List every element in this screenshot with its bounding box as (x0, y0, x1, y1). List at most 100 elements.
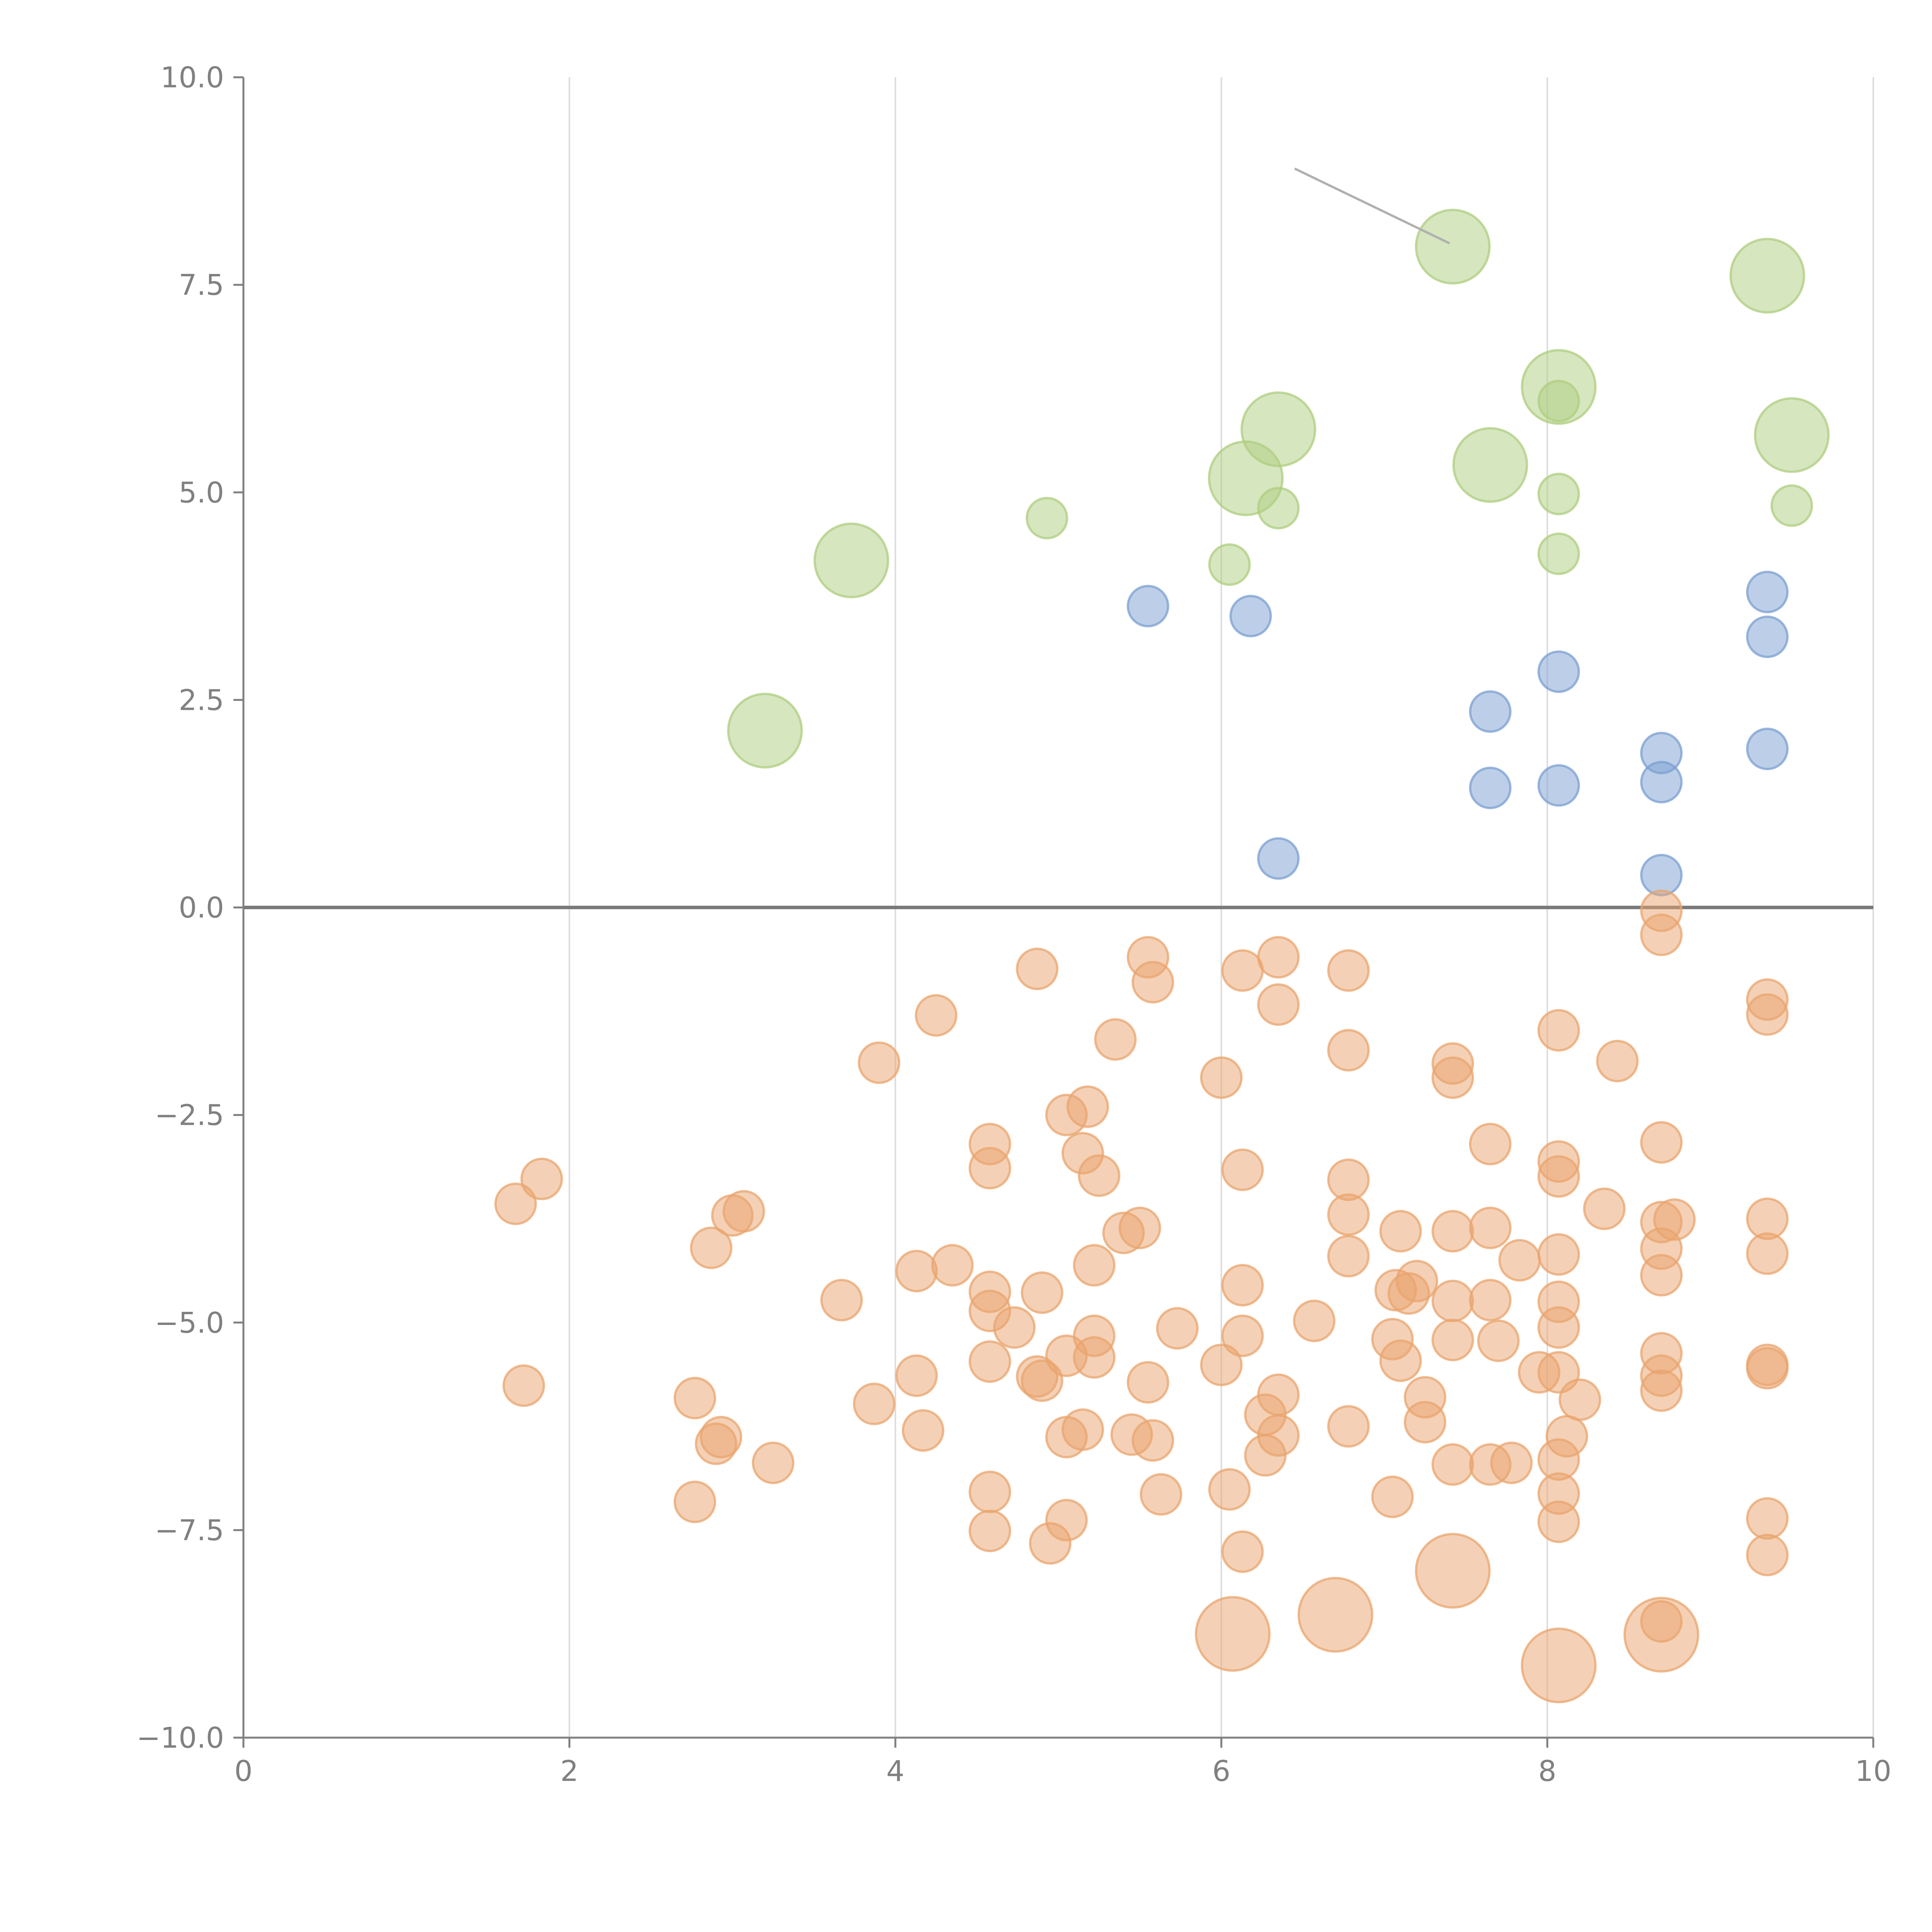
green-large-point (1240, 391, 1316, 467)
orange-small-point (1118, 1206, 1161, 1249)
blue-point (1229, 595, 1272, 638)
orange-large-point (1415, 1533, 1491, 1609)
orange-small-point (502, 1364, 545, 1407)
orange-small-point (1126, 1361, 1169, 1404)
green-large-point (813, 522, 889, 599)
orange-small-point (1221, 949, 1264, 992)
orange-small-point (1469, 1206, 1512, 1249)
orange-small-point (722, 1190, 765, 1233)
orange-small-point (1640, 1254, 1683, 1297)
orange-small-point (1546, 1415, 1588, 1458)
orange-small-point (968, 1471, 1011, 1514)
orange-small-point (1257, 1414, 1300, 1457)
data-points (494, 209, 1830, 1704)
orange-small-point (1537, 1500, 1580, 1543)
orange-large-point (1520, 1628, 1597, 1704)
orange-small-point (858, 1041, 901, 1084)
orange-small-point (1379, 1339, 1422, 1382)
orange-small-point (1490, 1441, 1533, 1484)
green-large-point (727, 692, 803, 769)
orange-small-point (1431, 1279, 1474, 1322)
orange-small-point (1537, 1233, 1580, 1276)
orange-small-point (673, 1480, 716, 1523)
y-tick-label: 7.5 (179, 269, 224, 302)
orange-small-point (901, 1409, 944, 1452)
orange-small-point (1558, 1378, 1601, 1421)
orange-small-point (915, 994, 957, 1037)
orange-small-point (1066, 1085, 1109, 1128)
orange-small-point (1078, 1154, 1121, 1197)
orange-small-point (1596, 1039, 1639, 1082)
orange-small-point (1431, 1318, 1474, 1361)
green-small-point (1537, 473, 1580, 515)
annotations (1294, 167, 1450, 245)
annotation-leader-line (1294, 167, 1450, 245)
orange-small-point (1327, 1029, 1370, 1072)
blue-point (1257, 837, 1300, 880)
green-small-point (1026, 497, 1068, 539)
orange-large-point (1623, 1597, 1699, 1673)
orange-small-point (1257, 1373, 1300, 1416)
orange-small-point (520, 1158, 563, 1201)
orange-small-point (993, 1306, 1036, 1349)
orange-small-point (1469, 1122, 1512, 1165)
y-tick-label: 5.0 (179, 476, 224, 509)
y-tick-label: −2.5 (155, 1099, 224, 1132)
orange-small-point (820, 1279, 863, 1321)
orange-small-point (1200, 1056, 1243, 1099)
orange-small-point (1073, 1336, 1116, 1379)
orange-small-point (1200, 1344, 1243, 1386)
orange-small-point (968, 1340, 1011, 1383)
y-tick-label: 0.0 (179, 891, 224, 925)
orange-small-point (1061, 1408, 1104, 1451)
blue-point (1640, 854, 1683, 896)
x-tick-label: 6 (1212, 1755, 1230, 1788)
orange-small-point (1498, 1239, 1541, 1282)
orange-small-point (1395, 1260, 1438, 1303)
orange-small-point (1139, 1473, 1182, 1516)
orange-small-point (1746, 1347, 1789, 1389)
y-tick-label: 10.0 (160, 61, 224, 94)
orange-small-point (1327, 949, 1370, 992)
orange-small-point (1131, 961, 1174, 1003)
blue-point (1537, 764, 1580, 807)
orange-small-point (1293, 1299, 1336, 1342)
orange-small-point (1653, 1198, 1696, 1241)
green-small-point (1537, 532, 1580, 575)
y-tick-label: −7.5 (155, 1514, 224, 1547)
blue-point (1537, 650, 1580, 693)
orange-small-point (1045, 1499, 1088, 1542)
blue-point (1126, 585, 1169, 628)
orange-large-point (1298, 1577, 1374, 1653)
orange-small-point (690, 1226, 733, 1269)
green-small-point (1537, 379, 1580, 422)
orange-small-point (931, 1244, 974, 1287)
orange-small-point (1746, 1232, 1789, 1275)
x-tick-label: 0 (234, 1755, 252, 1788)
blue-point (1469, 767, 1512, 810)
blue-point (1746, 571, 1789, 614)
orange-small-point (1537, 1306, 1580, 1349)
orange-small-point (895, 1250, 938, 1293)
orange-small-point (1257, 936, 1300, 979)
green-small-point (1208, 543, 1251, 586)
orange-small-point (1221, 1530, 1264, 1573)
y-tick-label: 2.5 (179, 684, 224, 717)
blue-point (1640, 761, 1683, 804)
orange-small-point (1431, 1443, 1474, 1486)
orange-small-point (699, 1416, 742, 1459)
orange-small-point (1746, 1497, 1789, 1540)
green-large-point (1729, 238, 1805, 314)
blue-point (1746, 616, 1789, 658)
green-small-point (1257, 487, 1300, 530)
blue-point (1469, 690, 1512, 733)
y-tick-label: −5.0 (155, 1306, 224, 1340)
orange-small-point (1477, 1320, 1520, 1362)
orange-small-point (895, 1354, 938, 1397)
orange-small-point (1327, 1405, 1370, 1448)
orange-small-point (1221, 1148, 1264, 1191)
orange-small-point (1640, 1369, 1683, 1412)
orange-small-point (752, 1441, 794, 1484)
orange-small-point (1131, 1419, 1174, 1462)
